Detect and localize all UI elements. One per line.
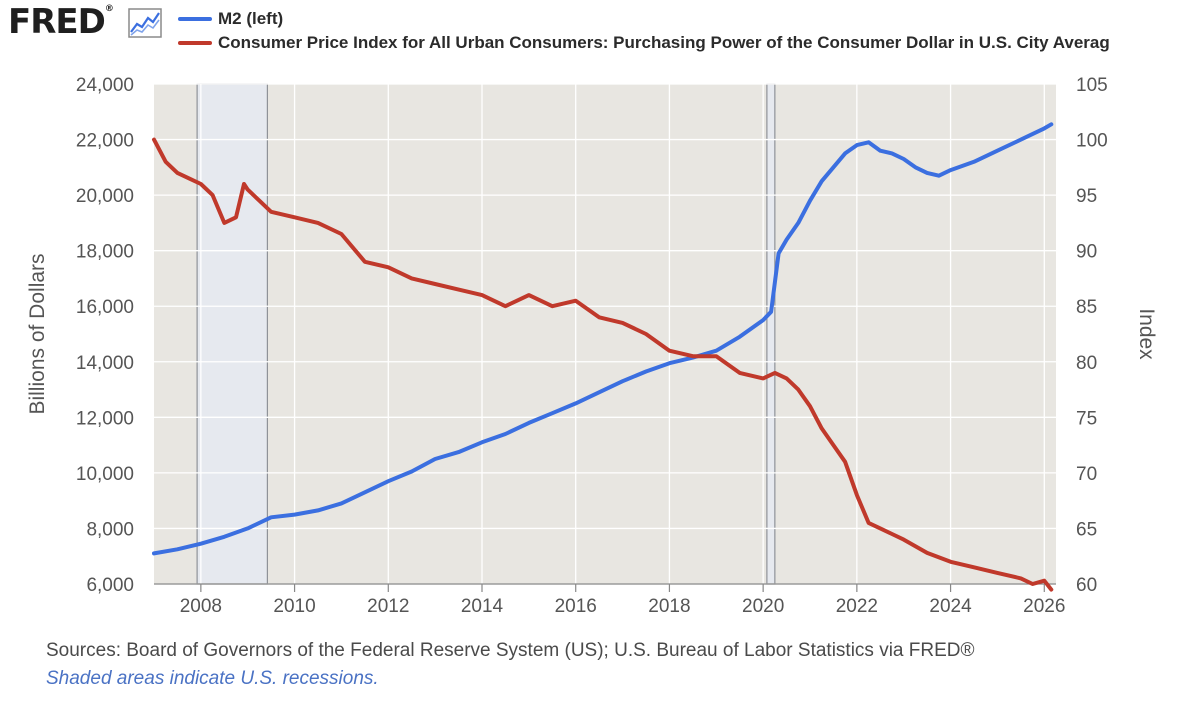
y-tick-right-7: 95 — [1076, 186, 1097, 207]
x-tick-label-2: 2012 — [367, 596, 409, 617]
series-line-cpi — [152, 137, 1054, 592]
legend-swatch-m2 — [178, 17, 212, 21]
y-axis-label-left: Billions of Dollars — [26, 253, 49, 414]
graph-line-icon — [128, 8, 162, 38]
x-tick-label-8: 2024 — [929, 596, 972, 617]
y-tick-right-5: 85 — [1076, 297, 1097, 318]
y-tick-right-8: 100 — [1076, 131, 1108, 152]
series-line-m2 — [152, 122, 1054, 556]
line-chart: 6,000 8,000 10,000 12,000 14,000 16,000 18,000… — [26, 75, 1158, 617]
legend-item-m2[interactable]: M2 (left) — [178, 8, 283, 30]
y-tick-left-1: 8,000 — [86, 519, 134, 540]
sources-text: Sources: Board of Governors of the Feder… — [46, 640, 975, 661]
y-tick-left-4: 14,000 — [76, 353, 134, 374]
x-tick-label-6: 2020 — [742, 596, 784, 617]
y-tick-left-5: 16,000 — [76, 297, 134, 318]
y-tick-right-9: 105 — [1076, 75, 1108, 96]
x-tick-label-7: 2022 — [836, 596, 878, 617]
legend-swatch-cpi — [178, 41, 212, 45]
legend-label-m2: M2 (left) — [218, 9, 284, 28]
y-tick-left-0: 6,000 — [86, 575, 134, 596]
y-tick-right-3: 75 — [1076, 408, 1097, 429]
y-tick-right-2: 70 — [1076, 464, 1097, 485]
x-tick-label-5: 2018 — [648, 596, 690, 617]
y-tick-left-8: 22,000 — [76, 131, 134, 152]
x-tick-label-3: 2014 — [461, 596, 504, 617]
y-tick-left-2: 10,000 — [76, 464, 134, 485]
y-tick-right-6: 90 — [1076, 242, 1097, 263]
y-tick-left-3: 12,000 — [76, 408, 134, 429]
y-axis-label-right: Index — [1135, 308, 1158, 360]
x-tick-label-0: 2008 — [180, 596, 222, 617]
recession-band-1 — [766, 83, 776, 585]
chart-footer: Sources: Board of Governors of the Feder… — [46, 640, 974, 690]
y-tick-left-9: 24,000 — [76, 75, 134, 96]
y-tick-left-6: 18,000 — [76, 242, 134, 263]
fred-logo[interactable]: FRED® — [8, 2, 114, 42]
legend-item-cpi[interactable]: Consumer Price Index for All Urban Consu… — [178, 32, 1110, 54]
registered-mark: ® — [104, 4, 114, 14]
x-tick-label-1: 2010 — [273, 596, 315, 617]
y-tick-right-1: 65 — [1076, 519, 1097, 540]
chart-header: FRED® M2 (left) Consumer Price Index for… — [0, 0, 1200, 62]
y-tick-right-0: 60 — [1076, 575, 1097, 596]
y-tick-left-7: 20,000 — [76, 186, 134, 207]
fred-logo-text: FRED — [8, 2, 106, 42]
x-tick-label-4: 2016 — [555, 596, 597, 617]
plot-background — [154, 84, 1056, 584]
recession-band-0 — [196, 83, 268, 585]
legend-label-cpi: Consumer Price Index for All Urban Consu… — [218, 33, 1110, 52]
recession-note: Shaded areas indicate U.S. recessions. — [46, 668, 379, 689]
y-tick-right-4: 80 — [1076, 353, 1097, 374]
x-tick-label-9: 2026 — [1023, 596, 1065, 617]
